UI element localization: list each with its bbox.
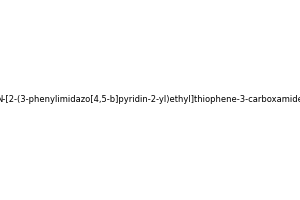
Text: N-[2-(3-phenylimidazo[4,5-b]pyridin-2-yl)ethyl]thiophene-3-carboxamide: N-[2-(3-phenylimidazo[4,5-b]pyridin-2-yl… xyxy=(0,96,300,104)
